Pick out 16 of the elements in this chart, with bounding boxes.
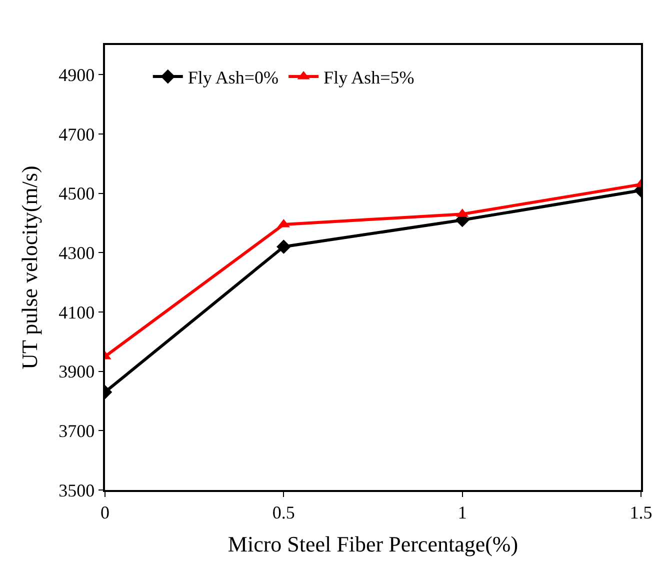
y-axis-title: UT pulse velocity(m/s) [16, 166, 42, 370]
y-tick-label: 3500 [58, 480, 95, 500]
legend-label: Fly Ash=5% [324, 68, 414, 88]
x-tick-label: 1.5 [630, 502, 652, 522]
y-tick-label: 4300 [58, 242, 95, 263]
y-tick-label: 4100 [58, 302, 95, 322]
x-tick-label: 1 [458, 502, 467, 522]
y-tick-label: 3700 [58, 420, 95, 441]
y-tick-label: 4900 [58, 64, 95, 85]
y-tick-label: 3900 [58, 362, 95, 382]
x-tick-label: 0.5 [272, 502, 295, 522]
x-axis-title: Micro Steel Fiber Percentage(%) [228, 532, 518, 557]
y-tick-label: 4700 [58, 124, 95, 144]
legend-label: Fly Ash=0% [188, 68, 279, 88]
y-tick-label: 4500 [58, 184, 95, 204]
x-tick-label: 0 [100, 502, 110, 522]
